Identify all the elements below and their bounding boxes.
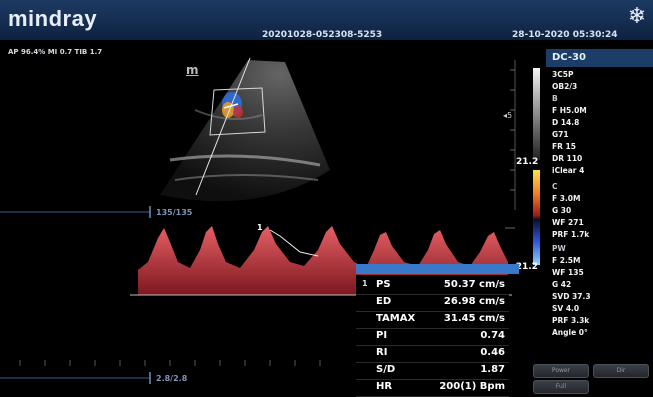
bmode-sector: [160, 60, 330, 202]
meas-row-hr: HR 200(1) Bpm: [356, 378, 509, 397]
panel-item: DR 110: [552, 154, 583, 163]
meas-value: 0.46: [480, 347, 505, 358]
bmode-scale: 135/135: [156, 208, 193, 217]
acoustic-params: AP 96.4% MI 0.7 TIB 1.7: [8, 48, 103, 56]
dir-button[interactable]: Dir: [593, 364, 649, 378]
header-bar: mindray 20201028-052308-5253 28-10-2020 …: [0, 0, 653, 40]
doppler-scale: 2.8/2.8: [156, 374, 188, 383]
color-velocity-bar: [533, 170, 540, 265]
panel-item: PRF 3.3k: [552, 316, 590, 325]
meas-value: 50.37 cm/s: [443, 279, 505, 290]
panel-item: Angle 0°: [552, 328, 588, 337]
meas-value: 31.45 cm/s: [443, 313, 505, 324]
panel-item: F H5.0M: [552, 106, 587, 115]
panel-item: G71: [552, 130, 569, 139]
full-button[interactable]: Full: [533, 380, 589, 394]
color-flow-box: [209, 87, 266, 136]
meas-row-tamax: TAMAX 31.45 cm/s: [356, 310, 509, 329]
bmode-grayscale-bar: [533, 68, 540, 160]
panel-item: WF 135: [552, 268, 584, 277]
meas-row-sd: S/D 1.87: [356, 361, 509, 380]
meas-value: 26.98 cm/s: [443, 296, 505, 307]
panel-item: G 42: [552, 280, 572, 289]
panel-item: F 3.0M: [552, 194, 581, 203]
meas-value: 1.87: [480, 364, 505, 375]
brand-logo: mindray: [8, 6, 98, 31]
measurement-results: 1 PS 50.37 cm/s ED 26.98 cm/s TAMAX 31.4…: [356, 275, 509, 397]
exam-id: 20201028-052308-5253: [262, 30, 383, 40]
panel-item: D 14.8: [552, 118, 580, 127]
right-param-panel: DC-30 3C5P OB2/3 B F H5.0M D 14.8 G71 FR…: [546, 45, 653, 397]
doppler-cursor-label: 1: [257, 223, 263, 232]
probe-name[interactable]: DC-30: [546, 49, 653, 67]
panel-item: FR 15: [552, 142, 576, 151]
probe-orientation-mark: m: [186, 63, 199, 77]
exam-datetime: 28-10-2020 05:30:24: [512, 30, 618, 40]
meas-label: TAMAX: [376, 313, 416, 324]
color-scale-top: 21.2: [516, 157, 539, 167]
meas-label: S/D: [376, 364, 396, 375]
meas-row-ps: 1 PS 50.37 cm/s: [356, 276, 509, 295]
panel-item: PRF 1.7k: [552, 230, 590, 239]
panel-mode-c: C: [552, 182, 558, 191]
panel-item: F 2.5M: [552, 256, 581, 265]
meas-row-pi: PI 0.74: [356, 327, 509, 346]
panel-item: 3C5P: [552, 70, 574, 79]
meas-label: PI: [376, 330, 388, 341]
svg-text:◂5: ◂5: [503, 111, 512, 120]
meas-row-ri: RI 0.46: [356, 344, 509, 363]
color-scale-bottom: -21.2: [512, 262, 538, 272]
meas-row-ed: ED 26.98 cm/s: [356, 293, 509, 312]
meas-value: 0.74: [480, 330, 505, 341]
meas-index: 1: [362, 279, 368, 288]
panel-mode-pw: PW: [552, 244, 566, 253]
meas-label: RI: [376, 347, 388, 358]
power-button[interactable]: Power: [533, 364, 589, 378]
meas-label: HR: [376, 381, 393, 392]
meas-label: ED: [376, 296, 392, 307]
doppler-cursor-line: [195, 57, 251, 196]
panel-item: iClear 4: [552, 166, 585, 175]
meas-value: 200(1) Bpm: [439, 381, 505, 392]
meas-label: PS: [376, 279, 391, 290]
measurement-header-bar: [356, 264, 519, 274]
panel-mode-b: B: [552, 94, 558, 103]
panel-item: SV 4.0: [552, 304, 580, 313]
snowflake-icon[interactable]: ❄: [627, 4, 647, 29]
panel-item: SVD 37.3: [552, 292, 591, 301]
panel-item: G 30: [552, 206, 572, 215]
panel-item: WF 271: [552, 218, 584, 227]
panel-item: OB2/3: [552, 82, 578, 91]
